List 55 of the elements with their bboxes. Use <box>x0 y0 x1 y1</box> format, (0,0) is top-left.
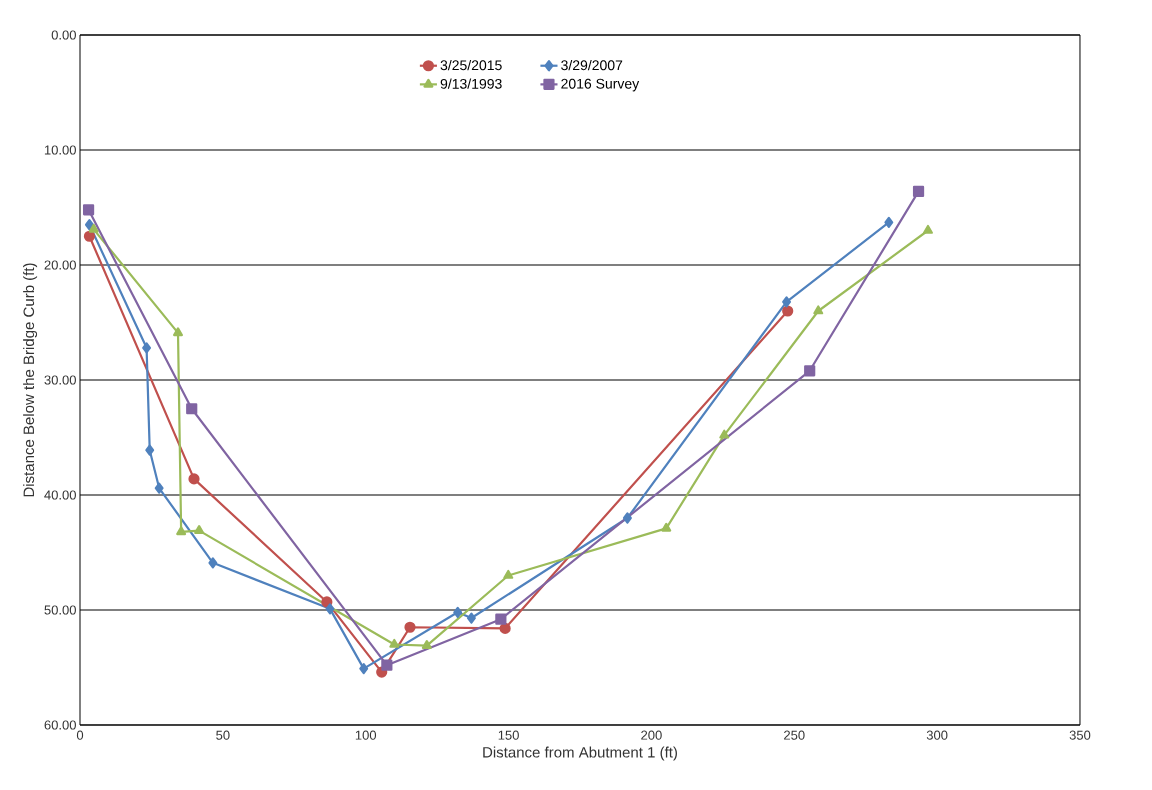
point <box>188 473 200 485</box>
y-tick-label: 0.00 <box>51 30 76 40</box>
y-tick-label: 20.00 <box>44 260 76 270</box>
x-tick-label: 150 <box>498 730 519 740</box>
point <box>622 512 632 524</box>
point <box>173 327 183 337</box>
point <box>782 296 792 308</box>
x-tick-label: 200 <box>641 730 662 740</box>
point <box>88 223 99 233</box>
point <box>176 526 187 536</box>
point <box>404 621 416 633</box>
point <box>453 606 463 618</box>
point <box>804 365 816 377</box>
point <box>495 613 507 625</box>
legend-label: 9/13/1993 <box>440 78 502 89</box>
point <box>782 305 794 317</box>
point <box>145 444 155 456</box>
point <box>499 622 511 634</box>
x-tick-label: 250 <box>784 730 805 740</box>
point <box>359 663 369 675</box>
point <box>719 429 730 439</box>
point <box>208 557 218 569</box>
point <box>421 640 432 649</box>
legend-label: 3/29/2007 <box>561 59 623 71</box>
x-tick-label: 350 <box>1069 730 1091 740</box>
y-tick-label: 40.00 <box>44 490 76 500</box>
point <box>194 525 205 534</box>
x-tick-label: 50 <box>216 730 230 740</box>
legend-label: 2016 Survey <box>561 78 640 92</box>
point <box>325 603 335 615</box>
point <box>912 185 925 197</box>
point <box>84 219 94 231</box>
point <box>389 638 400 648</box>
y-tick-label: 50.00 <box>44 605 76 615</box>
point <box>186 403 198 415</box>
point <box>813 305 824 315</box>
point <box>922 224 933 234</box>
x-tick-label: 100 <box>355 730 377 740</box>
point <box>661 522 672 532</box>
point <box>142 342 152 354</box>
point <box>884 216 894 229</box>
point <box>82 204 95 216</box>
point <box>381 659 393 671</box>
y-tick-label: 60.00 <box>44 720 76 730</box>
x-tick-label: 0 <box>76 730 84 740</box>
point <box>83 230 96 242</box>
y-axis-title: Distance Below the Bridge Curb (ft) <box>23 263 38 497</box>
legend-label: 3/25/2015 <box>440 59 502 71</box>
point <box>466 612 476 624</box>
y-tick-label: 10.00 <box>44 145 76 155</box>
point <box>503 569 514 579</box>
point <box>154 482 164 494</box>
x-axis-title: Distance from Abutment 1 (ft) <box>483 746 677 761</box>
x-tick-label: 300 <box>926 730 948 740</box>
y-tick-label: 30.00 <box>44 375 76 385</box>
